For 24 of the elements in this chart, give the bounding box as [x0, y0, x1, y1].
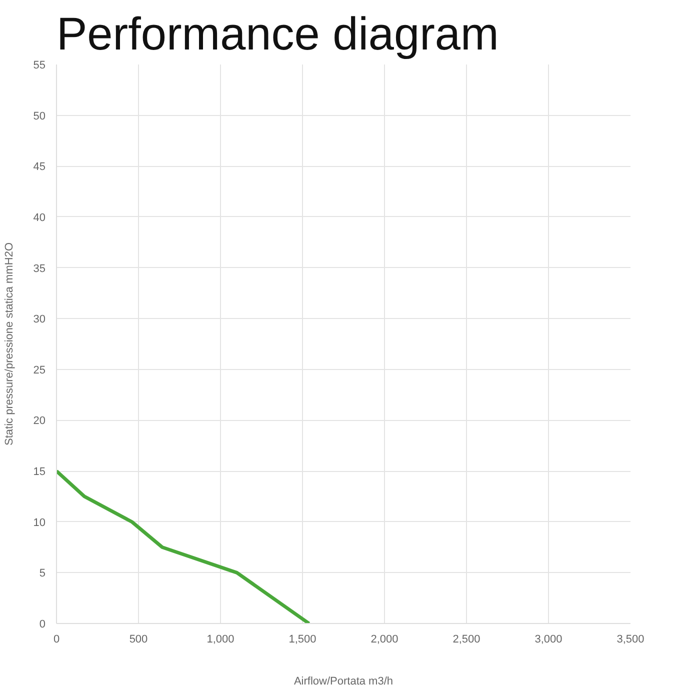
x-tick-label: 1,500	[288, 634, 316, 646]
y-tick-label: 0	[39, 618, 46, 630]
y-tick-label: 20	[33, 415, 46, 428]
y-tick-label: 15	[33, 466, 46, 478]
y-axis-title: Static pressure/pressione statica mmH2O	[3, 242, 16, 446]
y-tick-label: 30	[33, 314, 46, 326]
y-tick-label: 10	[33, 516, 46, 529]
y-tick-label: 45	[33, 161, 46, 174]
x-tick-label: 3,000	[534, 634, 562, 646]
x-tick-label: 2,500	[452, 634, 480, 646]
y-tick-label: 40	[33, 212, 46, 224]
x-tick-label: 3,500	[616, 634, 644, 646]
x-tick-label: 1,000	[206, 634, 234, 646]
x-tick-label: 2,000	[370, 634, 398, 646]
x-tick-label: 0	[53, 634, 60, 646]
y-tick-label: 5	[39, 568, 46, 580]
y-tick-label: 50	[33, 110, 46, 122]
x-tick-label: 500	[129, 634, 148, 646]
line-series	[56, 469, 311, 624]
chart-title: Performance diagram	[56, 8, 499, 60]
y-tick-label: 55	[33, 60, 46, 72]
y-tick-label: 35	[33, 262, 46, 275]
y-tick-label: 25	[33, 364, 46, 376]
x-axis-title: Airflow/Portata m3/h	[294, 676, 394, 688]
